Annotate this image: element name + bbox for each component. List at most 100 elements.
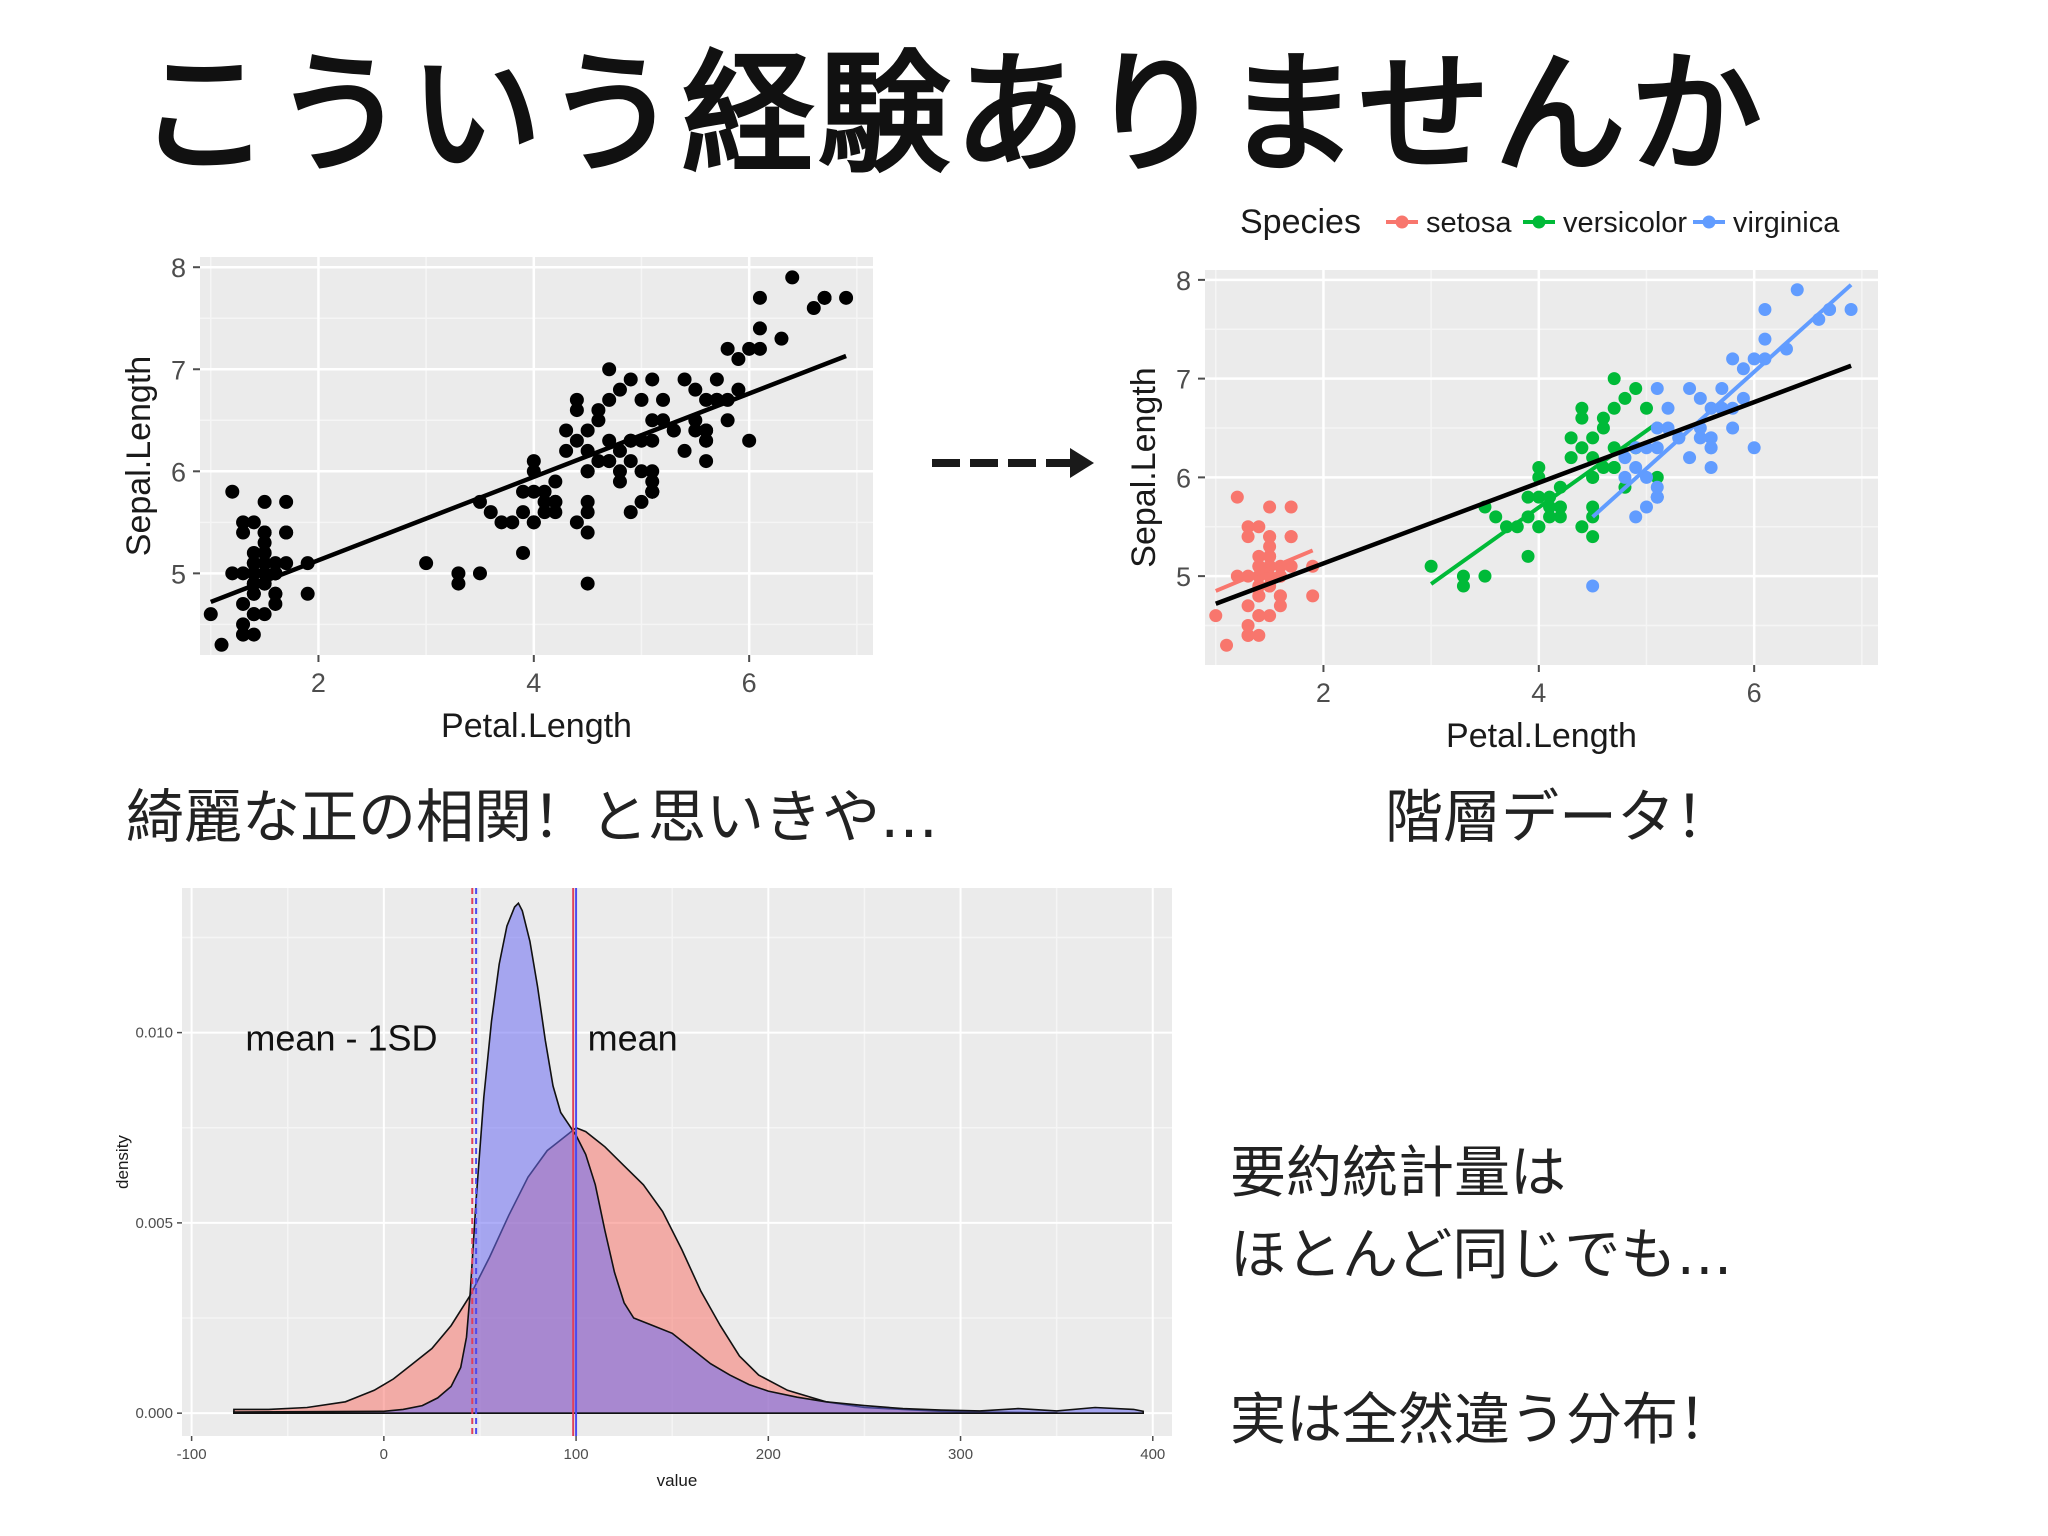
y-tick-label: 5 — [171, 559, 186, 589]
data-point-versicolor — [1639, 401, 1653, 415]
caption-left: 綺麗な正の相関！と思いきや… — [126, 783, 939, 851]
data-point — [602, 392, 617, 407]
data-point — [246, 545, 261, 560]
data-point — [257, 494, 272, 509]
data-point-virginica — [1758, 303, 1772, 316]
data-point — [569, 403, 584, 418]
data-point — [580, 423, 595, 438]
data-point-virginica — [1650, 441, 1664, 455]
data-point — [580, 494, 595, 509]
y-tick-label: 0.010 — [135, 1025, 173, 1042]
data-point-setosa — [1220, 638, 1234, 652]
data-point-setosa — [1263, 500, 1277, 514]
data-point — [580, 464, 595, 479]
data-point-virginica — [1747, 441, 1761, 455]
x-tick-label: -100 — [177, 1446, 207, 1463]
data-point — [225, 484, 240, 499]
data-point — [257, 525, 272, 540]
data-point — [257, 535, 272, 550]
data-point-setosa — [1263, 609, 1277, 623]
data-point — [257, 556, 272, 571]
data-point — [548, 494, 563, 509]
y-tick-label: 7 — [171, 355, 186, 385]
data-point-setosa — [1263, 530, 1277, 544]
data-point-versicolor — [1521, 490, 1535, 504]
data-point-virginica — [1726, 352, 1740, 366]
data-point — [419, 556, 434, 571]
data-point — [720, 341, 735, 356]
data-point — [645, 413, 660, 428]
y-axis-label: Sepal.Length — [1125, 367, 1163, 567]
data-point — [580, 505, 595, 520]
x-tick-label: 400 — [1140, 1446, 1165, 1463]
data-point — [612, 443, 627, 458]
data-point-versicolor — [1553, 510, 1567, 524]
data-point-versicolor — [1586, 530, 1600, 544]
data-point — [591, 413, 606, 428]
data-point — [537, 494, 552, 509]
fit-line-overall — [1214, 363, 1852, 606]
annotation-label: mean - 1SD — [245, 1017, 437, 1058]
y-tick-label: 8 — [171, 253, 186, 283]
data-point — [688, 423, 703, 438]
data-point — [537, 484, 552, 499]
data-point — [268, 586, 283, 601]
data-point-virginica — [1758, 332, 1772, 346]
y-axis-label: Sepal.Length — [120, 356, 158, 556]
slide-title: こういう経験ありませんか — [138, 38, 1767, 192]
data-point — [537, 505, 552, 520]
data-point-setosa — [1263, 540, 1277, 553]
data-point-versicolor — [1607, 401, 1621, 415]
legend-key-point — [1702, 215, 1716, 229]
y-axis-label: density — [113, 1135, 132, 1189]
legend-key-point — [1532, 215, 1546, 229]
data-point — [612, 464, 627, 479]
data-point — [569, 433, 584, 448]
data-point — [236, 627, 251, 642]
data-point-virginica — [1844, 303, 1858, 316]
x-tick-label: 200 — [756, 1446, 781, 1463]
data-point-setosa — [1230, 490, 1244, 504]
data-point-virginica — [1704, 431, 1718, 445]
data-point — [246, 566, 261, 581]
data-point — [203, 607, 218, 622]
data-point — [591, 403, 606, 418]
data-point — [731, 382, 746, 397]
data-point-virginica — [1736, 391, 1750, 405]
data-point-setosa — [1263, 569, 1277, 583]
data-point-virginica — [1650, 421, 1664, 435]
data-point-versicolor — [1586, 431, 1600, 445]
legend-label: virginica — [1733, 207, 1840, 239]
data-point-virginica — [1661, 401, 1675, 415]
data-point — [752, 321, 767, 336]
data-point — [516, 505, 531, 520]
data-point-setosa — [1252, 520, 1266, 534]
data-point — [709, 372, 724, 387]
data-point-versicolor — [1596, 411, 1610, 425]
data-point — [451, 576, 466, 591]
data-point-versicolor — [1532, 490, 1546, 504]
data-point — [300, 586, 315, 601]
data-point-setosa — [1306, 589, 1320, 603]
data-point — [569, 392, 584, 407]
data-point — [623, 454, 638, 469]
note-line-2: ほとんど同じでも… — [1230, 1223, 1733, 1288]
data-point — [246, 515, 261, 530]
data-point — [656, 392, 671, 407]
data-point — [257, 566, 272, 581]
data-point — [548, 474, 563, 489]
data-point-virginica — [1650, 490, 1664, 504]
data-point — [612, 382, 627, 397]
data-point-virginica — [1683, 382, 1697, 395]
data-point-setosa — [1273, 599, 1287, 613]
data-point-virginica — [1758, 352, 1772, 366]
x-tick-label: 2 — [1316, 678, 1331, 708]
y-tick-label: 5 — [1176, 562, 1191, 592]
data-point-setosa — [1273, 589, 1287, 603]
data-point — [257, 607, 272, 622]
data-point-virginica — [1629, 461, 1643, 474]
data-point-setosa — [1284, 559, 1298, 573]
data-point-virginica — [1747, 352, 1761, 366]
